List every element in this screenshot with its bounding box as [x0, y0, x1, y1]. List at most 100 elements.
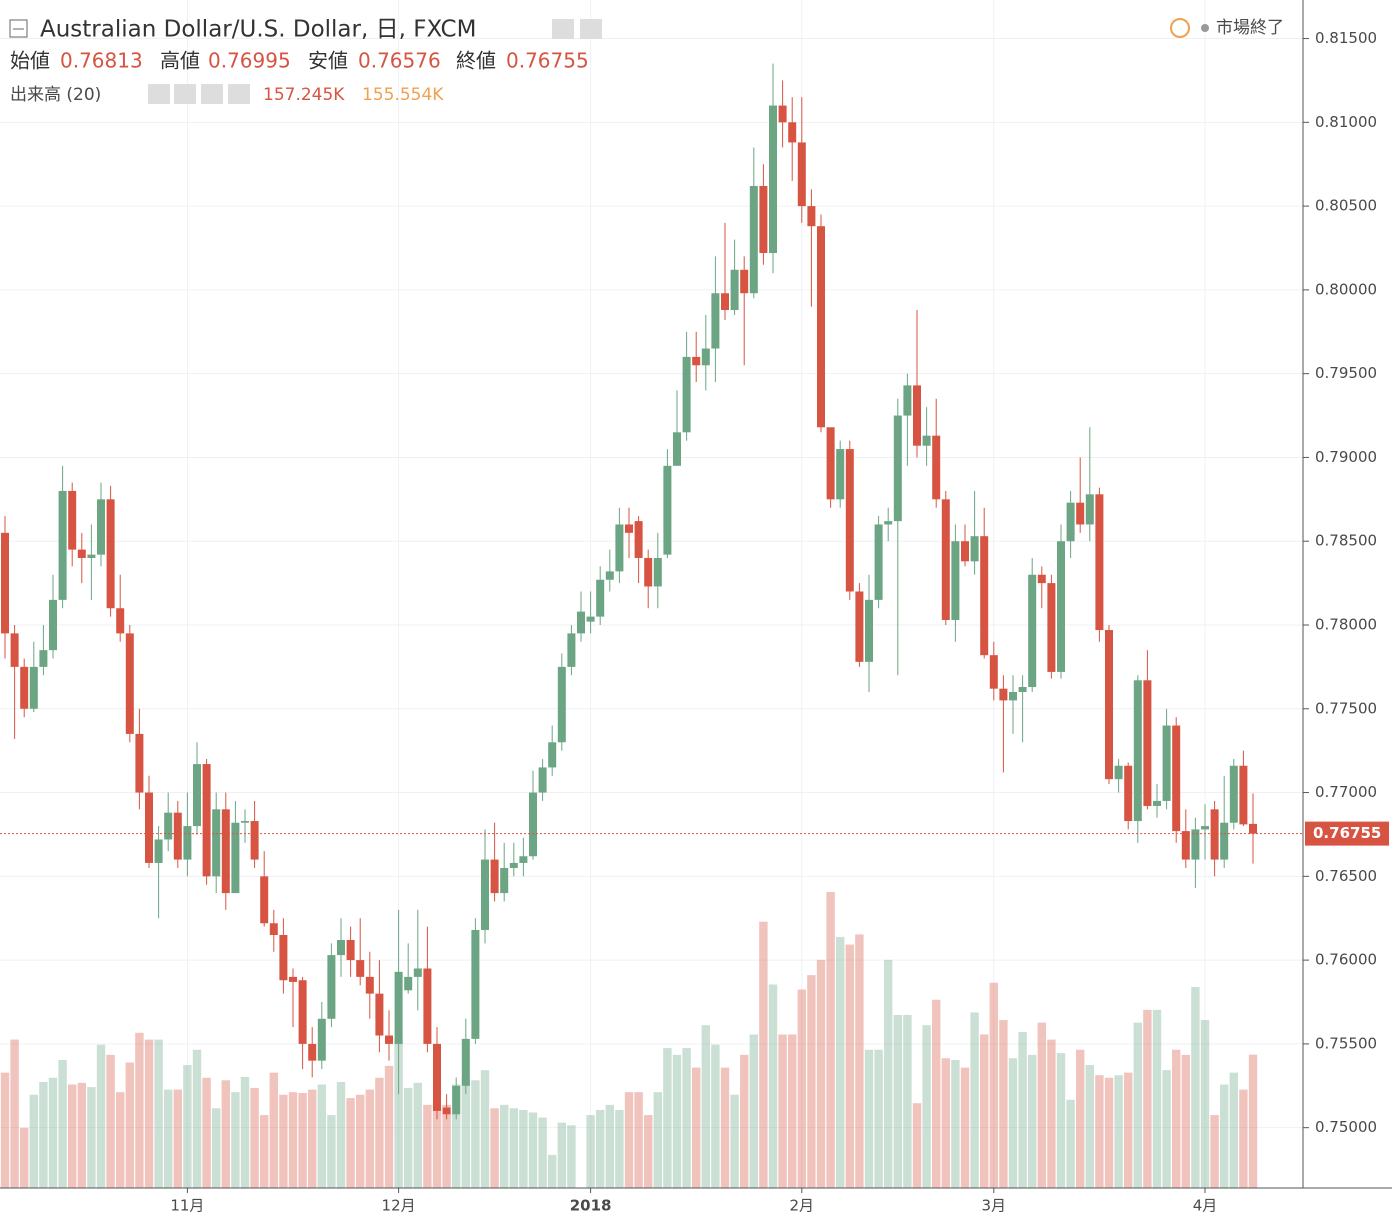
candle-body	[1076, 502, 1085, 525]
volume-bar	[106, 1054, 115, 1188]
candle-body	[749, 185, 758, 294]
volume-bar	[1104, 1077, 1114, 1188]
candle-body	[769, 105, 777, 254]
volume-bar	[125, 1062, 134, 1188]
volume-bar	[298, 1093, 307, 1188]
volume-bar	[20, 1127, 29, 1188]
candle-body	[884, 521, 893, 525]
candle-body	[605, 571, 614, 580]
volume-bar	[1162, 1070, 1171, 1188]
candle-body	[1133, 680, 1142, 822]
volume-bar	[922, 1025, 931, 1188]
candle-body	[1085, 494, 1094, 525]
candle-body	[855, 591, 864, 662]
eye-icon[interactable]	[552, 19, 574, 39]
collapse-icon[interactable]	[9, 19, 28, 38]
volume-bar	[1066, 1099, 1075, 1188]
volume-bar	[730, 1094, 739, 1188]
volume-bar	[893, 1014, 902, 1188]
volume-bar	[1085, 1065, 1094, 1188]
volume-bar	[788, 1034, 797, 1188]
volume-bar	[0, 1072, 10, 1188]
volume-bar	[970, 1012, 979, 1188]
candle-body	[154, 839, 163, 863]
volume-bar	[1114, 1075, 1123, 1188]
volume-bar	[519, 1109, 528, 1188]
volume-bar	[471, 1080, 480, 1188]
candle-body	[1210, 809, 1219, 860]
candle-body	[932, 435, 941, 500]
candle-body	[135, 733, 144, 793]
volume-bar	[77, 1082, 86, 1188]
volume-bar	[912, 1103, 922, 1188]
vol-eye-icon[interactable]	[148, 84, 170, 104]
candle-body	[452, 1085, 461, 1115]
candle-body	[788, 122, 797, 143]
volume-bar	[231, 1092, 240, 1188]
candle-body	[1066, 502, 1075, 542]
close-value: 0.76755	[506, 49, 589, 73]
candle-body	[212, 809, 221, 877]
volume-bar	[48, 1077, 58, 1188]
candle-body	[721, 293, 729, 310]
candle-body	[1201, 826, 1209, 830]
candle-body	[663, 465, 672, 555]
vol-settings-icon[interactable]	[174, 84, 196, 104]
volume-bar	[1181, 1054, 1190, 1188]
vol-add-icon[interactable]	[201, 84, 223, 104]
volume-bar	[682, 1048, 691, 1188]
vol-close-icon[interactable]	[228, 84, 250, 104]
candle-body	[586, 616, 595, 622]
candle-body	[279, 934, 288, 981]
settings-icon[interactable]	[580, 19, 602, 39]
volume-bar	[720, 1067, 730, 1188]
volume-bar	[528, 1112, 538, 1188]
candle-body	[433, 1043, 441, 1111]
volume-bar	[1047, 1039, 1056, 1188]
candle-body	[1249, 823, 1257, 834]
title: Australian Dollar/U.S. Dollar, 日, FXCM	[40, 17, 476, 43]
candle-body	[778, 105, 787, 123]
candle-body	[106, 499, 115, 609]
volume-bar	[135, 1032, 144, 1188]
warning-icon[interactable]	[1170, 18, 1190, 38]
y-tick-label: 0.80500	[1315, 197, 1377, 215]
candle-body	[68, 490, 77, 550]
candle-body	[740, 269, 749, 294]
volume-label: 出来高 (20)	[10, 85, 101, 105]
candle-body	[1172, 725, 1181, 832]
candle-body	[231, 822, 240, 894]
volume-bar	[759, 921, 768, 1188]
candle-body	[548, 742, 557, 768]
candle-body	[20, 666, 29, 709]
candle-body	[404, 976, 413, 991]
candle-body	[385, 1035, 393, 1044]
volume-bar	[490, 1108, 499, 1188]
volume-bar	[845, 944, 854, 1188]
volume-bar	[816, 959, 826, 1188]
last-price-tag	[1305, 821, 1389, 846]
volume-bar	[1172, 1049, 1181, 1188]
candle-body	[221, 809, 230, 894]
y-tick-label: 0.81000	[1315, 113, 1377, 131]
volume-bar	[1124, 1072, 1133, 1188]
volume-bar	[749, 1034, 758, 1188]
volume-bar	[260, 1115, 269, 1188]
low-label: 安値	[308, 49, 348, 73]
volume-bar	[480, 1070, 490, 1188]
volume-bar	[413, 1082, 422, 1188]
candle-body	[1162, 725, 1171, 801]
volume-bar	[980, 1034, 989, 1188]
volume-bar	[288, 1092, 298, 1188]
candle-body	[970, 536, 979, 562]
high-value: 0.76995	[208, 49, 291, 73]
volume-bar	[1095, 1075, 1104, 1188]
candle-body	[826, 427, 835, 500]
candle-body	[77, 549, 86, 558]
y-tick-label: 0.78000	[1315, 615, 1377, 633]
candle-body	[673, 432, 681, 466]
volume-bar	[778, 1034, 787, 1188]
candle-body	[913, 385, 921, 446]
volume-bar	[365, 1089, 374, 1188]
candles	[0, 63, 1303, 1120]
